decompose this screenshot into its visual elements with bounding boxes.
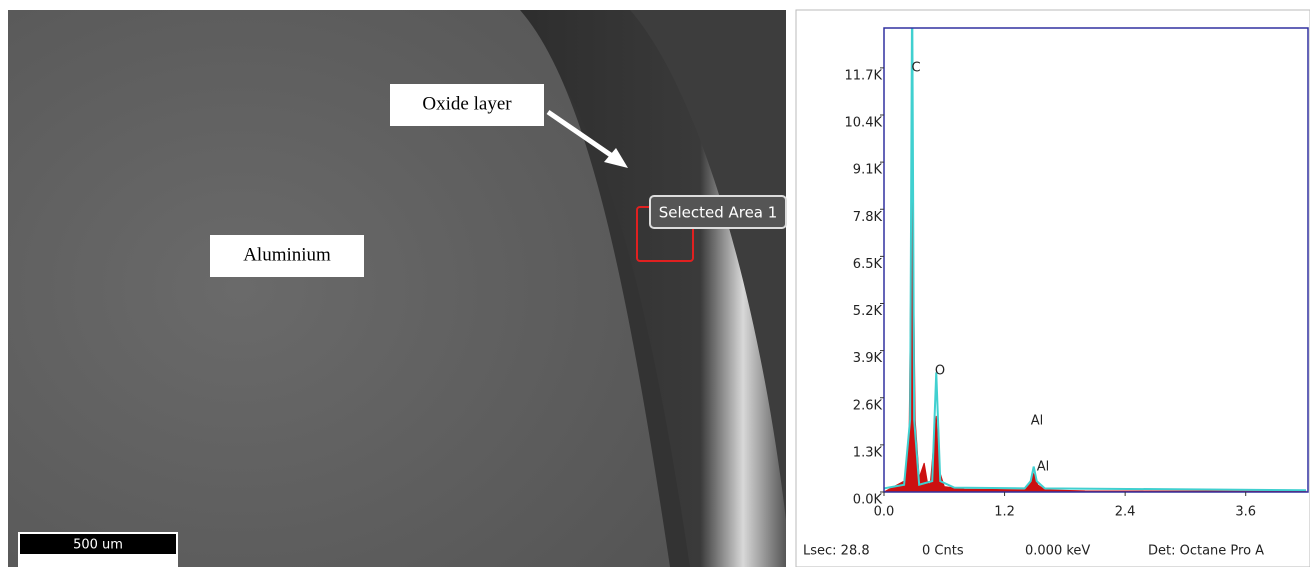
status-text: Det: Octane Pro A — [1148, 544, 1264, 559]
y-tick-label: 11.7K — [845, 68, 883, 83]
x-tick-label: 1.2 — [994, 505, 1015, 520]
peak-label: C — [911, 61, 920, 76]
spectrum-panel — [796, 10, 1310, 567]
y-tick-label: 3.9K — [853, 351, 883, 366]
x-tick-label: 3.6 — [1235, 505, 1256, 520]
y-tick-label: 2.6K — [853, 398, 883, 413]
peak-label: O — [935, 364, 945, 379]
y-tick-label: 7.8K — [853, 210, 883, 225]
label: Oxide layer — [422, 93, 512, 114]
status-text: Lsec: 28.8 — [803, 544, 870, 559]
x-tick-label: 0.0 — [874, 505, 895, 520]
y-tick-label: 1.3K — [853, 445, 883, 460]
selected-area-label: Selected Area 1 — [659, 204, 778, 222]
status-text: 0 Cnts — [922, 544, 964, 559]
sem-image: Oxide layer Aluminium Selected Area 1 50… — [8, 10, 786, 567]
peak-label: Al — [1031, 414, 1044, 429]
y-tick-label: 9.1K — [853, 163, 883, 178]
peak-label: Al — [1037, 460, 1050, 475]
x-tick-label: 2.4 — [1115, 505, 1136, 520]
scale-bar-label: 500 um — [73, 538, 123, 553]
label: Aluminium — [243, 244, 331, 265]
figure: Oxide layer Aluminium Selected Area 1 50… — [0, 0, 1310, 567]
y-tick-label: 5.2K — [853, 304, 883, 319]
y-tick-label: 6.5K — [853, 257, 883, 272]
status-text: 0.000 keV — [1025, 544, 1090, 559]
y-tick-label: 10.4K — [845, 116, 883, 131]
